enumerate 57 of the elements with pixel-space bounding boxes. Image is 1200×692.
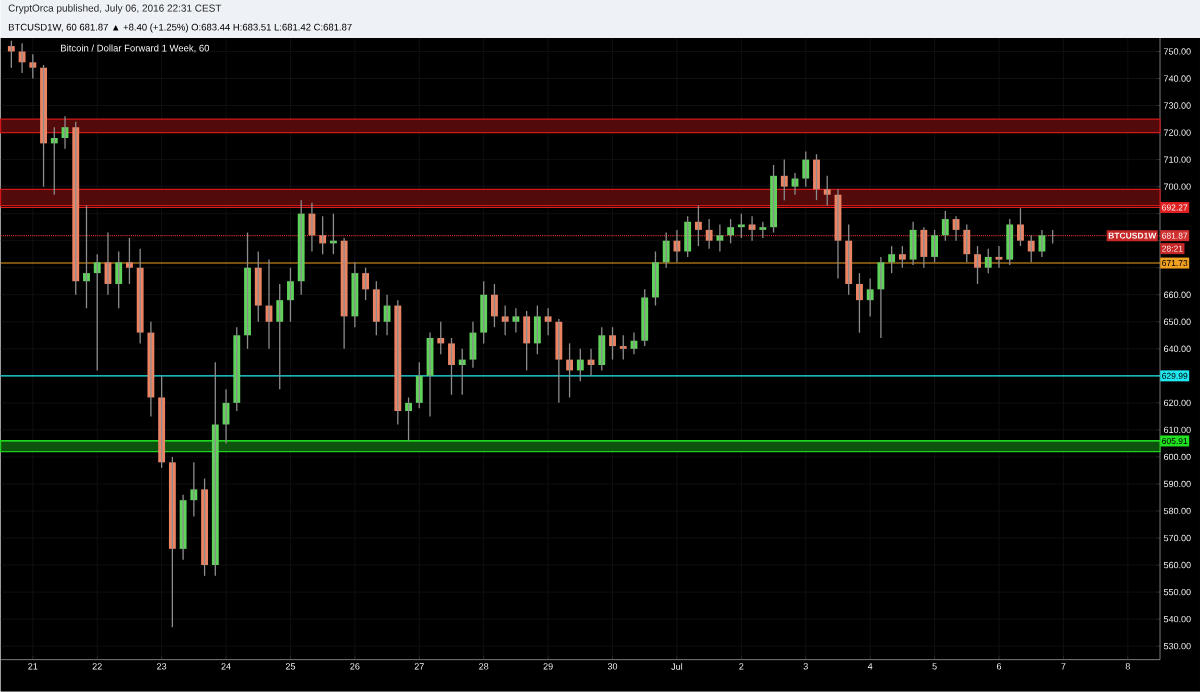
x-tick-label: 24 — [221, 663, 231, 670]
x-tick-label: 7 — [1061, 663, 1066, 670]
ref-line-label: 629.99 — [1162, 373, 1188, 380]
x-tick-label: 23 — [157, 663, 167, 670]
annotation: BTCUSD1W — [1108, 232, 1157, 239]
candlestick — [1006, 218, 1014, 266]
y-tick-label: 710.00 — [1164, 156, 1191, 163]
x-tick-label: 27 — [414, 663, 424, 670]
y-tick-label: 640.00 — [1164, 345, 1191, 353]
text: CryptOrca published, July 06, 2016 22:31 CEST — [8, 4, 222, 14]
x-tick-label: 4 — [867, 663, 873, 670]
y-tick-label: 600.00 — [1164, 453, 1191, 461]
y-tick-label: 610.00 — [1164, 426, 1191, 434]
candlestick — [898, 245, 906, 269]
candlestick — [1017, 207, 1024, 247]
y-tick-label: 540.00 — [1163, 616, 1191, 623]
ref-line-label: 692.27 — [1162, 204, 1188, 211]
text: Bitcoin / Dollar Forward 1 Week, 60 — [61, 44, 210, 53]
y-tick-label: 750.00 — [1164, 48, 1191, 55]
y-tick-label: 740.00 — [1164, 75, 1191, 82]
candlestick — [974, 245, 981, 285]
y-tick-label: 730.00 — [1164, 102, 1191, 109]
y-tick-label: 650.00 — [1164, 318, 1191, 326]
x-tick-label: 8 — [1125, 663, 1130, 670]
y-tick-label: 560.00 — [1163, 562, 1191, 569]
y-tick-label: 580.00 — [1163, 507, 1191, 515]
y-tick-label: 720.00 — [1164, 129, 1191, 136]
ref-line-label: 681.87 — [1162, 232, 1188, 239]
y-tick-label: 620.00 — [1164, 399, 1191, 407]
y-tick-label: 590.00 — [1163, 480, 1191, 488]
x-tick-label: Jul — [671, 663, 683, 670]
x-tick-label: 6 — [996, 663, 1002, 670]
y-tick-label: 700.00 — [1164, 183, 1191, 190]
y-tick-label: 660.00 — [1164, 291, 1191, 299]
x-tick-label: 29 — [543, 663, 553, 670]
x-tick-label: 26 — [350, 663, 360, 670]
y-tick-label: 530.00 — [1163, 643, 1191, 650]
candlestick — [501, 305, 509, 337]
x-tick-label: 28 — [479, 663, 489, 670]
ref-line-label: 605.91 — [1162, 438, 1188, 445]
x-tick-label: 21 — [28, 663, 38, 670]
candlestick — [126, 237, 133, 285]
text: 28:21 — [1162, 245, 1183, 252]
candlestick — [823, 175, 831, 207]
chart-subtitle: BTCUSD1W, 60 681.87 ▲ +8.40 (+1.25%) O:683.44 H:683.51 L:681.42 C:681.87 — [8, 23, 352, 33]
x-tick-label: 2 — [739, 663, 744, 670]
y-tick-label: 550.00 — [1163, 589, 1191, 596]
x-tick-label: 5 — [932, 663, 937, 670]
ref-line-label: 671.73 — [1162, 260, 1188, 267]
x-tick-label: 30 — [607, 663, 618, 670]
x-tick-label: 22 — [92, 663, 102, 670]
candlestick — [737, 213, 745, 239]
candlestick — [29, 53, 37, 80]
candlestick — [619, 334, 627, 361]
x-tick-label: 3 — [803, 663, 808, 670]
x-tick-label: 25 — [285, 663, 296, 670]
y-tick-label: 570.00 — [1163, 535, 1191, 542]
